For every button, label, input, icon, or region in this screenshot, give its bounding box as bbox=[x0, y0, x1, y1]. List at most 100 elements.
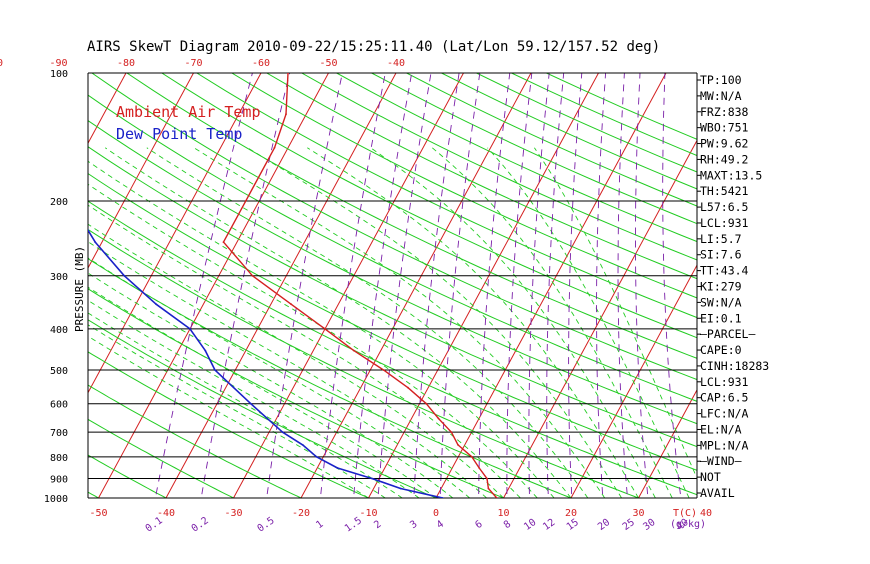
top-temp-tick-label: -70 bbox=[184, 58, 202, 69]
series-point bbox=[457, 444, 459, 446]
mixing-ratio-tick-label: 2 bbox=[372, 519, 383, 531]
mixing-ratio-tick-label: 1 bbox=[314, 519, 325, 531]
series-point bbox=[71, 72, 73, 74]
top-temp-tick-label: -40 bbox=[387, 58, 405, 69]
series-point bbox=[488, 488, 490, 490]
isotherm-line bbox=[774, 73, 870, 498]
series-point bbox=[204, 350, 206, 352]
series-point bbox=[58, 147, 60, 149]
legend-entry: Ambient Air Temp bbox=[116, 103, 261, 121]
moist-adiabat-line bbox=[194, 148, 605, 498]
series-point bbox=[438, 418, 440, 420]
series-point bbox=[425, 403, 427, 405]
stat-row: FRZ:838 bbox=[700, 105, 749, 119]
isotherm-line bbox=[571, 73, 801, 498]
series-point bbox=[451, 431, 453, 433]
series-point bbox=[63, 175, 65, 177]
stat-row: SW:N/A bbox=[700, 295, 742, 309]
mixing-ratio-line bbox=[479, 73, 510, 507]
series-point bbox=[471, 456, 473, 458]
dry-adiabat-line bbox=[442, 73, 870, 498]
pressure-tick-label: 900 bbox=[50, 475, 68, 486]
stat-row: TH:5421 bbox=[700, 184, 749, 198]
chart-title: AIRS SkewT Diagram 2010-09-22/15:25:11.4… bbox=[87, 39, 660, 55]
series-point bbox=[285, 113, 287, 115]
stat-row: —WIND— bbox=[700, 454, 742, 468]
series-point bbox=[94, 241, 96, 243]
stat-row: RH:49.2 bbox=[700, 152, 748, 166]
series-point bbox=[316, 456, 318, 458]
bottom-axis-unit: T(C) bbox=[673, 508, 697, 519]
series-point bbox=[400, 488, 402, 490]
bottom-temp-tick-label: 30 bbox=[632, 508, 644, 519]
bottom-temp-tick-label: 40 bbox=[700, 508, 712, 519]
y-axis-label: PRESSURE (MB) bbox=[73, 246, 86, 332]
top-temp-tick-labels: -120-110-100-90-80-70-60-50-40 bbox=[0, 58, 405, 69]
series-point bbox=[290, 303, 292, 305]
stat-row: AVAIL bbox=[700, 486, 735, 500]
mixing-ratio-tick-label: 8 bbox=[502, 519, 513, 531]
pressure-tick-label: 1000 bbox=[44, 494, 68, 505]
series-point bbox=[442, 497, 444, 499]
stat-row: MW:N/A bbox=[700, 89, 742, 103]
top-temp-tick-label: -100 bbox=[0, 58, 3, 69]
top-temp-tick-label: -60 bbox=[252, 58, 270, 69]
stat-row: WBO:751 bbox=[700, 121, 749, 135]
mixing-ratio-tick-label: 10 bbox=[522, 517, 538, 533]
bottom-temp-tick-label: -50 bbox=[89, 508, 107, 519]
pressure-tick-label: 400 bbox=[50, 325, 68, 336]
mixing-ratio-tick-label: 0.2 bbox=[190, 515, 211, 534]
series-point bbox=[69, 113, 71, 115]
series-point bbox=[245, 200, 247, 202]
stat-row: MAXT:13.5 bbox=[700, 168, 762, 182]
mixing-ratio-tick-label: 20 bbox=[596, 517, 612, 533]
bottom-temp-tick-label: -20 bbox=[292, 508, 310, 519]
series-point bbox=[282, 431, 284, 433]
moist-adiabat-line bbox=[307, 148, 638, 498]
stat-row: —PARCEL— bbox=[700, 327, 755, 341]
mixing-ratio-tick-label: 6 bbox=[473, 519, 484, 531]
pressure-tick-label: 700 bbox=[50, 428, 68, 439]
mixing-ratio-tick-label: 15 bbox=[565, 517, 581, 533]
series-point bbox=[324, 328, 326, 330]
pressure-tick-label: 100 bbox=[50, 69, 68, 80]
stat-row: KI:279 bbox=[700, 280, 742, 294]
series-line-ambient-temp bbox=[224, 73, 497, 498]
series-point bbox=[123, 275, 125, 277]
stability-indices-panel: TP:100MW:N/AFRZ:838WBO:751PW:9.62RH:49.2… bbox=[697, 73, 769, 500]
mixing-ratio-tick-label: 4 bbox=[435, 519, 446, 531]
stat-row: LI:5.7 bbox=[700, 232, 742, 246]
series-point bbox=[214, 369, 216, 371]
stat-row: MPL:N/A bbox=[700, 438, 749, 452]
series-point bbox=[383, 369, 385, 371]
bottom-temp-tick-label: 0 bbox=[433, 508, 439, 519]
mixing-ratio-line bbox=[636, 73, 649, 507]
series-point bbox=[496, 497, 498, 499]
series-point bbox=[287, 72, 289, 74]
mixing-ratio-line bbox=[507, 73, 532, 507]
isotherm-line bbox=[301, 73, 531, 498]
bottom-temp-tick-label: -10 bbox=[359, 508, 377, 519]
moist-adiabat-line bbox=[69, 148, 555, 498]
pressure-tick-label: 800 bbox=[50, 453, 68, 464]
pressure-tick-label: 300 bbox=[50, 272, 68, 283]
stat-row: EL:N/A bbox=[700, 422, 742, 436]
legend: Ambient Air Temp Dew Point Temp bbox=[116, 103, 261, 143]
legend-entry: Dew Point Temp bbox=[116, 125, 242, 143]
series-point bbox=[155, 303, 157, 305]
bottom-temp-tick-label: 10 bbox=[497, 508, 509, 519]
stat-row: TP:100 bbox=[700, 73, 742, 87]
series-point bbox=[302, 444, 304, 446]
stat-row: NOT bbox=[700, 470, 721, 484]
series-point bbox=[69, 200, 71, 202]
series-point bbox=[223, 241, 225, 243]
stat-row: LCL:931 bbox=[700, 216, 749, 230]
stat-row: CINH:18283 bbox=[700, 359, 769, 373]
moist-adiabat-line bbox=[534, 148, 706, 498]
mixing-ratio-tick-label: 30 bbox=[641, 517, 657, 533]
series-point bbox=[486, 478, 488, 480]
stat-row: LCL:931 bbox=[700, 375, 749, 389]
dry-adiabat-line bbox=[407, 73, 870, 498]
mixing-ratio-tick-label: 12 bbox=[541, 517, 557, 533]
